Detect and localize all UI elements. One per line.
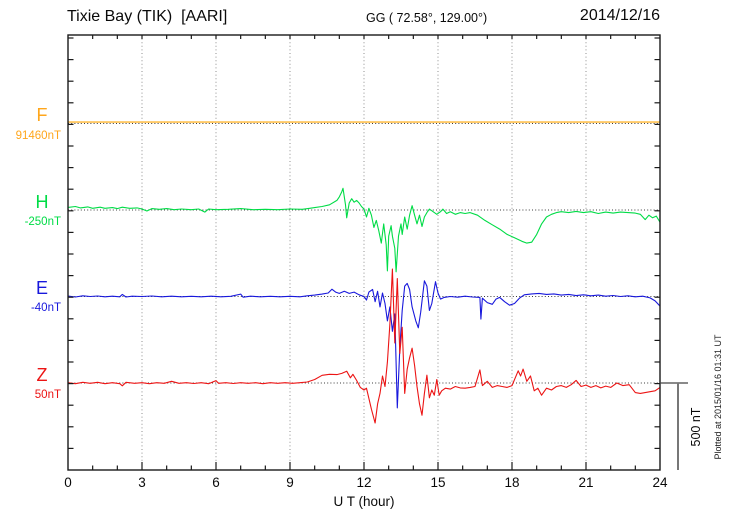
component-baselines xyxy=(68,123,660,384)
plotted-at-note: Plotted at 2015/01/16 01:31 UT xyxy=(713,334,723,460)
component-label-E: E xyxy=(35,278,48,298)
component-label-Z: Z xyxy=(36,365,48,385)
traces xyxy=(68,121,660,424)
scale-bar xyxy=(660,382,688,470)
x-tick-label: 3 xyxy=(138,475,146,490)
trace-Z xyxy=(68,268,660,424)
x-tick-label: 12 xyxy=(356,475,372,490)
gg-coordinates: GG ( 72.58°, 129.00°) xyxy=(366,11,488,25)
x-tick-label: 0 xyxy=(64,475,72,490)
plot-frame xyxy=(67,34,661,471)
trace-H xyxy=(68,187,660,273)
x-tick-label: 24 xyxy=(652,475,668,490)
x-axis-title: U T (hour) xyxy=(333,494,395,509)
component-label-H: H xyxy=(35,192,49,212)
component-baseline-value-Z: 50nT xyxy=(34,389,61,401)
scale-bar-label: 500 nT xyxy=(689,407,703,447)
x-tick-label: 9 xyxy=(286,475,294,490)
x-tick-label: 18 xyxy=(504,475,520,490)
x-tick-label: 15 xyxy=(430,475,446,490)
x-tick-label: 6 xyxy=(212,475,220,490)
component-label-F: F xyxy=(36,105,48,125)
x-tick-label: 21 xyxy=(578,475,594,490)
component-baseline-value-H: -250nT xyxy=(24,216,61,228)
station-title: Tixie Bay (TIK) [AARI] xyxy=(67,8,228,25)
date-label: 2014/12/16 xyxy=(579,7,660,24)
component-baseline-value-E: -40nT xyxy=(30,302,61,314)
component-baseline-value-F: 91460nT xyxy=(15,130,61,142)
trace-E xyxy=(68,280,660,409)
grid-lines xyxy=(141,35,587,470)
